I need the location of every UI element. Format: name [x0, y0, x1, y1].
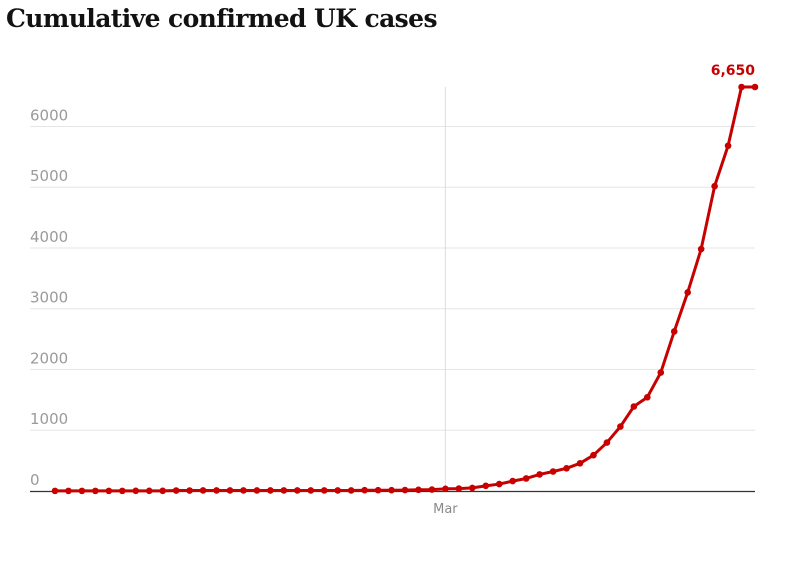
y-tick-label-4000: 4000 — [30, 228, 68, 246]
data-point-14 — [240, 487, 247, 494]
data-point-22 — [347, 487, 355, 494]
data-point-12 — [213, 487, 220, 494]
data-point-5 — [119, 487, 126, 495]
y-tick-label-0: 0 — [30, 471, 40, 489]
data-point-29 — [442, 485, 449, 493]
data-point-25 — [388, 486, 395, 494]
data-point-36 — [536, 471, 543, 478]
data-point-2 — [78, 487, 86, 495]
data-point-32 — [482, 482, 490, 490]
data-point-24 — [374, 486, 382, 494]
data-point-27 — [415, 486, 422, 494]
data-point-43 — [630, 403, 638, 410]
x-axis-ticks: Mar — [433, 502, 458, 517]
y-axis-ticks: 0 1000 2000 3000 4000 5000 6000 — [30, 106, 68, 489]
data-point-8 — [159, 487, 166, 495]
y-tick-label-2000: 2000 — [30, 349, 68, 367]
y-tick-label-3000: 3000 — [30, 289, 68, 307]
data-point-31 — [469, 484, 476, 492]
data-point-49 — [711, 182, 718, 190]
data-point-7 — [145, 487, 153, 495]
data-point-19 — [307, 487, 315, 494]
y-tick-label-5000: 5000 — [30, 167, 68, 185]
data-point-10 — [186, 487, 193, 494]
data-point-23 — [361, 486, 368, 494]
y-tick-label-1000: 1000 — [30, 410, 68, 428]
data-point-11 — [199, 487, 207, 494]
data-point-48 — [697, 245, 705, 253]
data-point-50 — [724, 142, 732, 150]
data-point-0 — [51, 487, 59, 495]
data-labels: 6,650 — [711, 63, 756, 79]
data-point-39 — [576, 459, 584, 467]
data-point-21 — [334, 487, 341, 494]
data-point-41 — [603, 439, 611, 446]
data-point-3 — [92, 487, 99, 495]
x-tick-label-mar: Mar — [433, 502, 458, 517]
data-point-51 — [738, 83, 745, 91]
data-point-35 — [522, 475, 530, 482]
data-point-44 — [644, 393, 651, 401]
data-point-6 — [132, 487, 140, 495]
y-tick-label-6000: 6000 — [30, 106, 68, 124]
data-point-40 — [590, 451, 597, 459]
data-point-13 — [226, 487, 234, 494]
data-point-16 — [267, 487, 274, 494]
data-point-28 — [428, 486, 436, 493]
end-value-label: 6,650 — [711, 63, 756, 79]
gridlines — [30, 125, 755, 431]
chart-title: Cumulative confirmed UK cases — [6, 4, 438, 33]
data-point-52 — [751, 83, 759, 91]
data-point-33 — [495, 480, 503, 488]
data-point-46 — [670, 328, 678, 335]
data-point-38 — [563, 465, 570, 472]
data-point-26 — [401, 486, 409, 494]
data-point-30 — [455, 485, 463, 492]
data-point-47 — [684, 289, 691, 296]
data-point-42 — [617, 423, 624, 430]
data-point-15 — [253, 487, 261, 494]
data-point-1 — [65, 487, 72, 495]
data-point-34 — [509, 477, 516, 485]
data-point-37 — [549, 468, 557, 475]
data-point-20 — [320, 487, 328, 494]
data-point-18 — [294, 487, 301, 494]
data-point-4 — [105, 487, 113, 495]
data-point-17 — [280, 487, 288, 494]
data-point-45 — [657, 369, 665, 376]
data-point-9 — [172, 487, 180, 494]
series-cumulative-cases — [51, 83, 759, 495]
